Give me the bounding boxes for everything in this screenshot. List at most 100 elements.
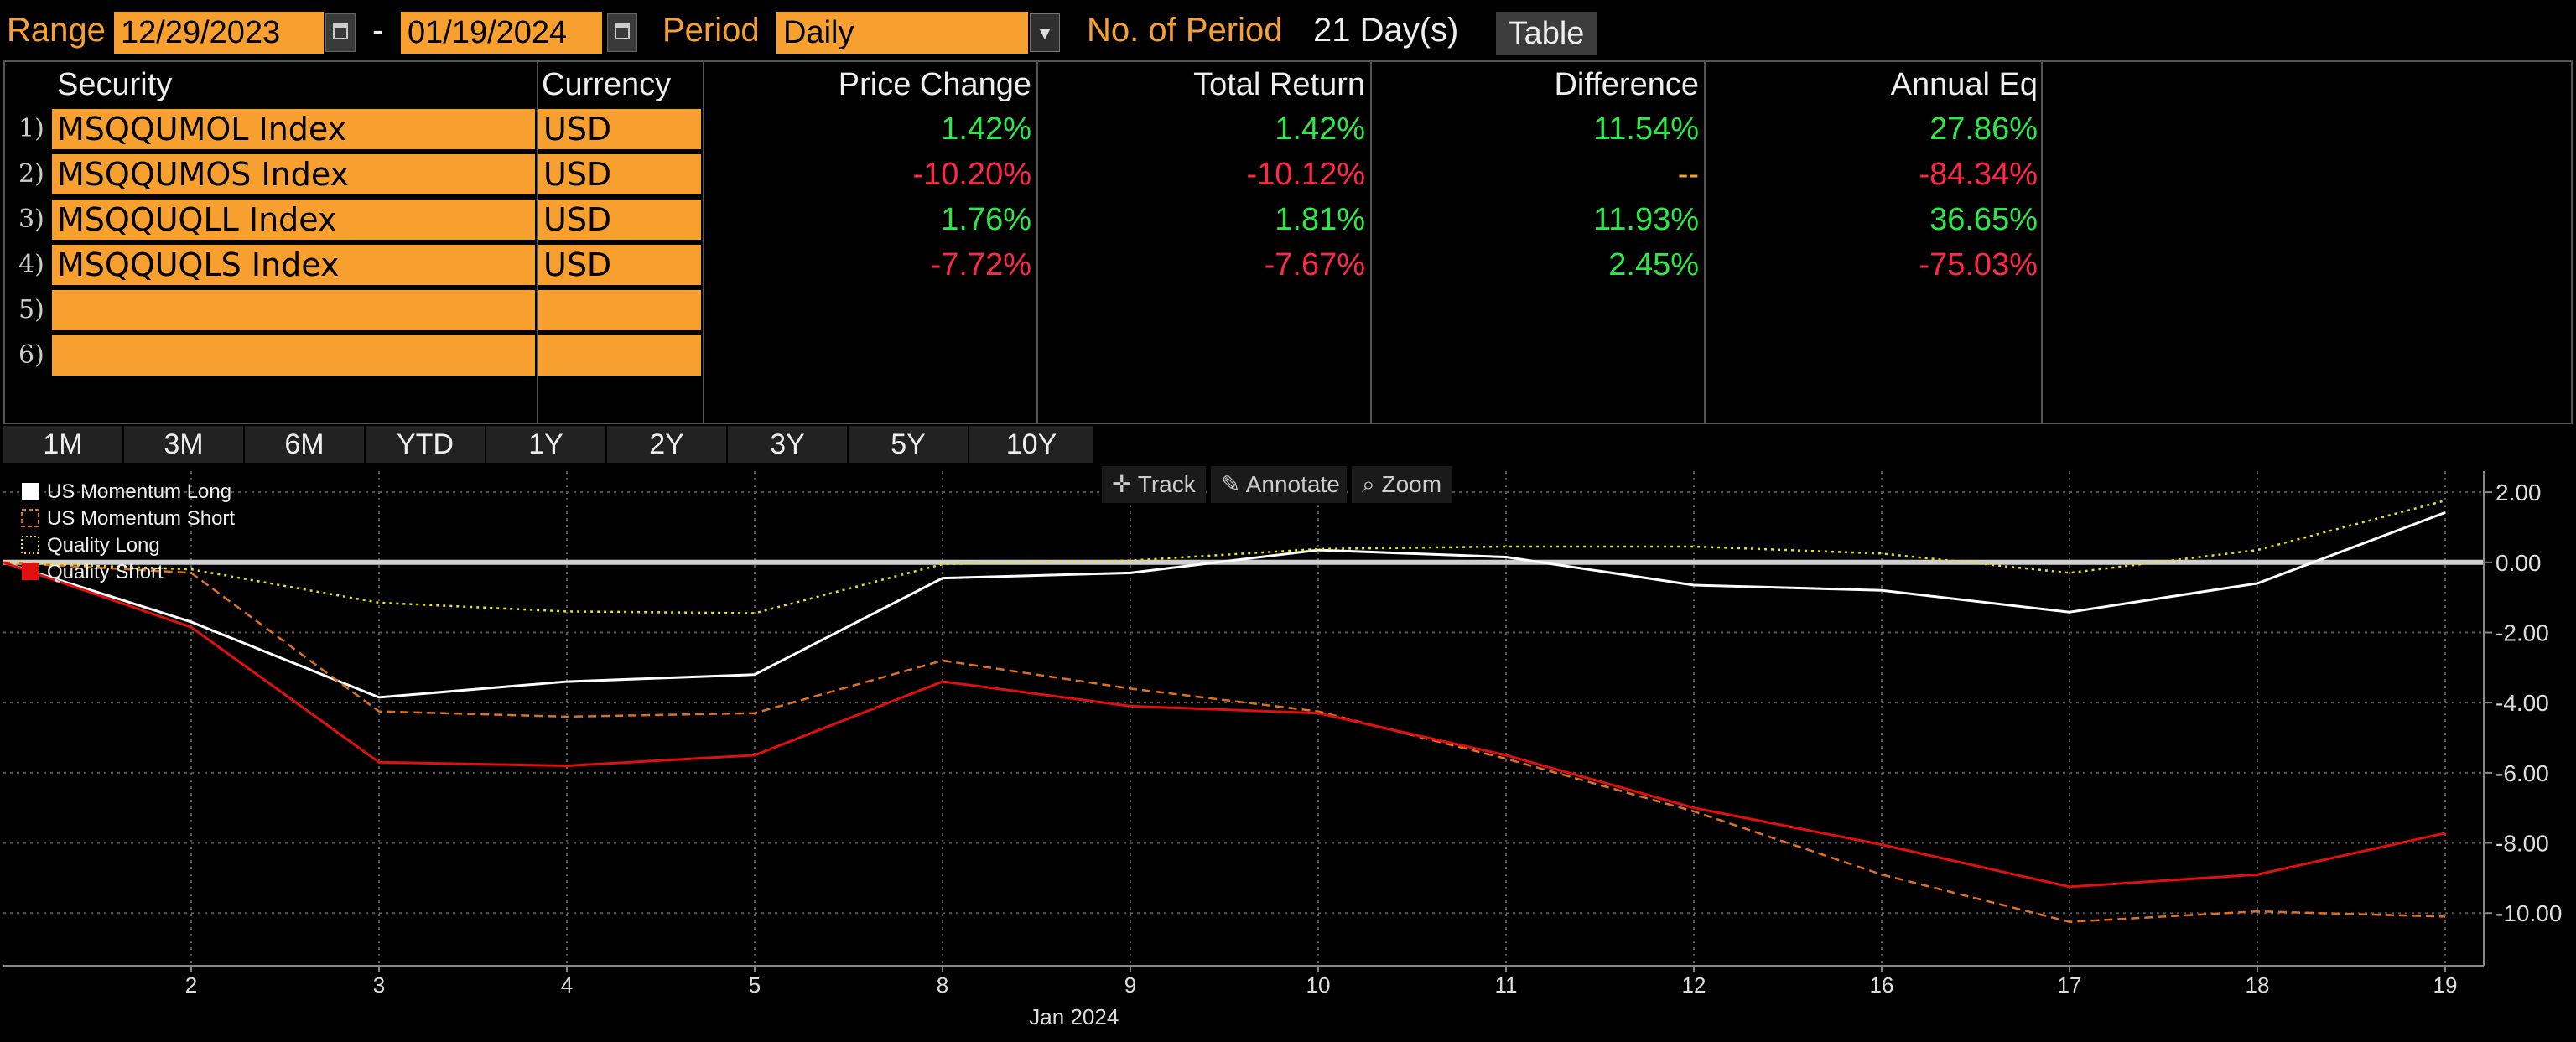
header-price-change[interactable]: Price Change bbox=[709, 64, 1031, 106]
series-line bbox=[3, 561, 2446, 923]
period-select[interactable]: Daily bbox=[776, 12, 1028, 54]
x-tick-label: 16 bbox=[1870, 972, 1894, 998]
x-axis-label: Jan 2024 bbox=[1029, 1004, 1119, 1029]
period-label: Period bbox=[662, 12, 760, 49]
column-divider bbox=[1036, 62, 1038, 423]
period-5y-button[interactable]: 5Y bbox=[849, 426, 969, 463]
period-6m-button[interactable]: 6M bbox=[245, 426, 366, 463]
series-line bbox=[3, 499, 2446, 614]
track-tool[interactable]: ✛ Track bbox=[1102, 466, 1206, 503]
period-2y-button[interactable]: 2Y bbox=[607, 426, 728, 463]
zoom-label: Zoom bbox=[1381, 471, 1442, 497]
series-line bbox=[3, 561, 2446, 889]
y-tick-label: -2.00 bbox=[2496, 619, 2549, 645]
total-return-value: 1.42% bbox=[1275, 111, 1365, 147]
header-difference[interactable]: Difference bbox=[1377, 64, 1699, 106]
annual-eq-value: 27.86% bbox=[1929, 111, 2038, 147]
annual-eq-value: -84.34% bbox=[1919, 157, 2038, 192]
difference-value: 11.93% bbox=[1592, 202, 1699, 237]
row-number: 4) bbox=[18, 250, 44, 279]
crosshair-icon: ✛ bbox=[1112, 471, 1132, 497]
difference-value: -- bbox=[1677, 157, 1699, 192]
currency-cell[interactable]: USD bbox=[538, 154, 701, 194]
row-number: 6) bbox=[18, 340, 44, 370]
currency-cell[interactable] bbox=[538, 290, 701, 330]
header-security[interactable]: Security bbox=[57, 64, 173, 106]
nperiod-value: 21 Day(s) bbox=[1313, 12, 1459, 49]
period-1y-button[interactable]: 1Y bbox=[486, 426, 607, 463]
column-divider bbox=[1370, 62, 1372, 423]
calendar-icon[interactable] bbox=[325, 13, 356, 52]
legend-label: Quality Short bbox=[47, 561, 164, 583]
chevron-down-icon[interactable]: ▼ bbox=[1030, 13, 1060, 52]
zoom-tool[interactable]: ⌕ Zoom bbox=[1352, 466, 1452, 503]
track-label: Track bbox=[1137, 471, 1196, 497]
currency-cell[interactable]: USD bbox=[538, 200, 701, 240]
legend-swatch bbox=[22, 483, 39, 500]
column-divider bbox=[703, 62, 704, 423]
range-label: Range bbox=[7, 12, 106, 49]
x-tick-label: 4 bbox=[561, 972, 573, 998]
header-total-return[interactable]: Total Return bbox=[1043, 64, 1365, 106]
legend-swatch bbox=[21, 536, 39, 554]
x-tick-label: 2 bbox=[185, 972, 197, 998]
column-divider bbox=[537, 62, 538, 423]
currency-cell[interactable]: USD bbox=[538, 245, 701, 285]
annual-eq-value: -75.03% bbox=[1919, 247, 2038, 283]
security-cell[interactable]: MSQQUMOS Index bbox=[52, 154, 535, 194]
chart-canvas[interactable]: 2.00 0.00 -2.00 -4.00 -6.00 -8.00 -10.00 2 3 4 5 8 9… bbox=[0, 466, 2576, 1038]
price-change-value: 1.76% bbox=[941, 202, 1031, 237]
security-cell[interactable]: MSQQUMOL Index bbox=[52, 109, 535, 149]
row-number: 2) bbox=[18, 159, 44, 189]
y-tick-label: -4.00 bbox=[2496, 690, 2549, 716]
difference-value: 11.54% bbox=[1592, 111, 1699, 147]
start-date-field[interactable]: 12/29/2023 bbox=[114, 12, 324, 54]
annotate-tool[interactable]: ✎ Annotate bbox=[1211, 466, 1347, 503]
column-divider bbox=[2041, 62, 2043, 423]
header-currency[interactable]: Currency bbox=[542, 64, 672, 106]
toolbar: Range 12/29/2023 - 01/19/2024 Period Dai… bbox=[0, 0, 2576, 67]
pencil-icon: ✎ bbox=[1221, 471, 1241, 497]
legend-label: US Momentum Short bbox=[47, 507, 235, 530]
x-tick-label: 8 bbox=[937, 972, 948, 998]
security-cell[interactable]: MSQQUQLS Index bbox=[52, 245, 535, 285]
total-return-value: 1.81% bbox=[1275, 202, 1365, 237]
y-tick-label: 0.00 bbox=[2496, 550, 2542, 576]
header-annual-eq[interactable]: Annual Eq bbox=[1711, 64, 2038, 106]
range-dash: - bbox=[372, 12, 384, 49]
price-change-value: -7.72% bbox=[930, 247, 1031, 283]
period-10y-button[interactable]: 10Y bbox=[969, 426, 1095, 463]
annual-eq-value: 36.65% bbox=[1929, 202, 2038, 237]
table-button[interactable]: Table bbox=[1496, 12, 1597, 55]
chart-grid bbox=[3, 471, 2484, 966]
difference-value: 2.45% bbox=[1608, 247, 1699, 283]
legend-swatch bbox=[22, 563, 39, 580]
period-3m-button[interactable]: 3M bbox=[124, 426, 245, 463]
security-cell[interactable] bbox=[52, 335, 535, 376]
legend-label: Quality Long bbox=[47, 534, 160, 557]
total-return-value: -10.12% bbox=[1246, 157, 1365, 192]
y-tick-label: -10.00 bbox=[2496, 900, 2562, 926]
currency-cell[interactable]: USD bbox=[538, 109, 701, 149]
currency-cell[interactable] bbox=[538, 335, 701, 376]
axis-layer: 2.00 0.00 -2.00 -4.00 -6.00 -8.00 -10.00 2 3 4 5 8 9… bbox=[3, 471, 2562, 1029]
chart-legend: US Momentum Long US Momentum Short Quality… bbox=[21, 480, 235, 583]
legend-label: US Momentum Long bbox=[47, 480, 231, 503]
period-ytd-button[interactable]: YTD bbox=[366, 426, 486, 463]
security-cell[interactable] bbox=[52, 290, 535, 330]
security-table: Security Currency Price Change Total Ret… bbox=[3, 60, 2573, 424]
x-tick-label: 12 bbox=[1682, 972, 1706, 998]
x-tick-label: 18 bbox=[2246, 972, 2270, 998]
x-tick-label: 10 bbox=[1306, 972, 1331, 998]
x-tick-label: 9 bbox=[1124, 972, 1136, 998]
security-cell[interactable]: MSQQUQLL Index bbox=[52, 200, 535, 240]
x-tick-label: 3 bbox=[373, 972, 385, 998]
y-tick-label: -8.00 bbox=[2496, 831, 2549, 857]
period-3y-button[interactable]: 3Y bbox=[728, 426, 849, 463]
legend-swatch bbox=[21, 509, 39, 527]
period-1m-button[interactable]: 1M bbox=[3, 426, 124, 463]
series-line bbox=[3, 511, 2446, 699]
price-change-value: 1.42% bbox=[941, 111, 1031, 147]
end-date-field[interactable]: 01/19/2024 bbox=[401, 12, 602, 54]
calendar-icon[interactable] bbox=[607, 13, 637, 52]
